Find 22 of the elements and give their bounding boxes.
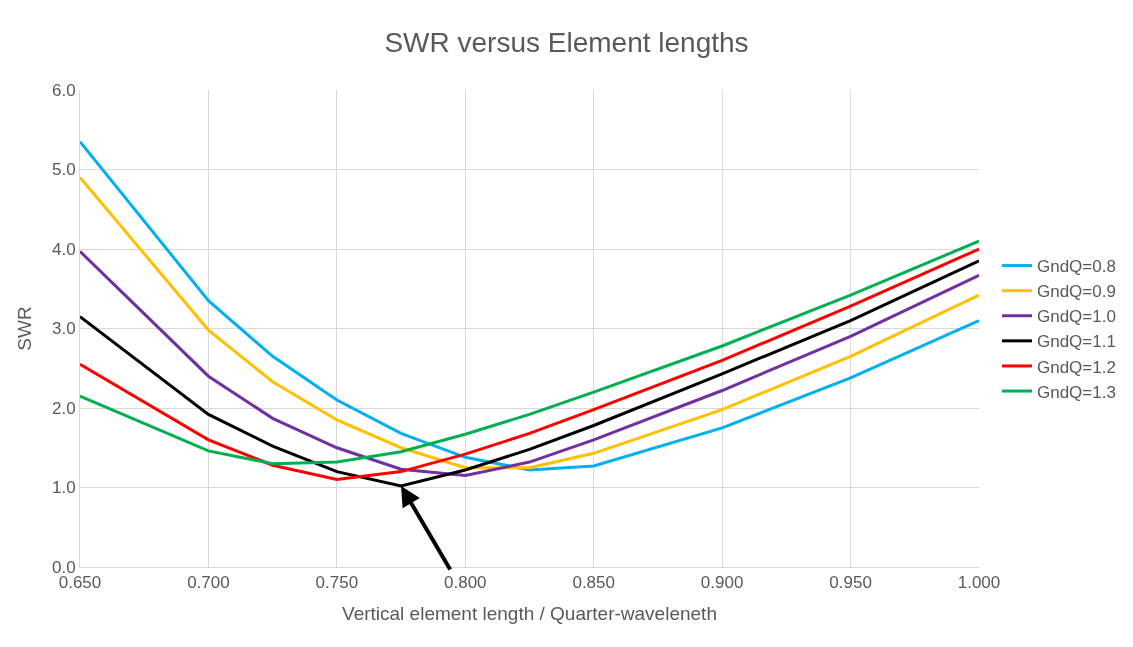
chart-title: SWR versus Element lengths xyxy=(384,26,749,58)
legend-label: GndQ=1.2 xyxy=(1036,357,1116,377)
y-tick-label: 5.0 xyxy=(51,160,76,180)
x-tick-label: 0.750 xyxy=(315,573,359,593)
y-axis-title: SWR xyxy=(13,306,35,351)
x-tick-label: 0.800 xyxy=(444,573,487,593)
y-tick-label: 4.0 xyxy=(51,239,76,259)
y-tick-label: 3.0 xyxy=(51,319,76,339)
legend-label: GndQ=0.8 xyxy=(1036,257,1116,277)
y-tick-label: 6.0 xyxy=(51,80,76,100)
x-tick-label: 0.850 xyxy=(572,573,615,593)
x-tick-label: 0.900 xyxy=(700,573,744,593)
y-tick-label: 1.0 xyxy=(51,478,76,498)
x-tick-label: 0.950 xyxy=(829,573,872,593)
legend-label: GndQ=1.3 xyxy=(1036,382,1116,402)
x-tick-label: 0.700 xyxy=(187,573,230,593)
legend-label: GndQ=0.9 xyxy=(1036,282,1116,302)
x-axis-title: Vertical element length / Quarter-waveleneth xyxy=(342,603,717,625)
legend-label: GndQ=1.1 xyxy=(1036,332,1116,352)
x-tick-label: 1.000 xyxy=(957,573,1001,593)
legend-label: GndQ=1.0 xyxy=(1036,307,1116,327)
y-tick-label: 2.0 xyxy=(51,398,76,418)
